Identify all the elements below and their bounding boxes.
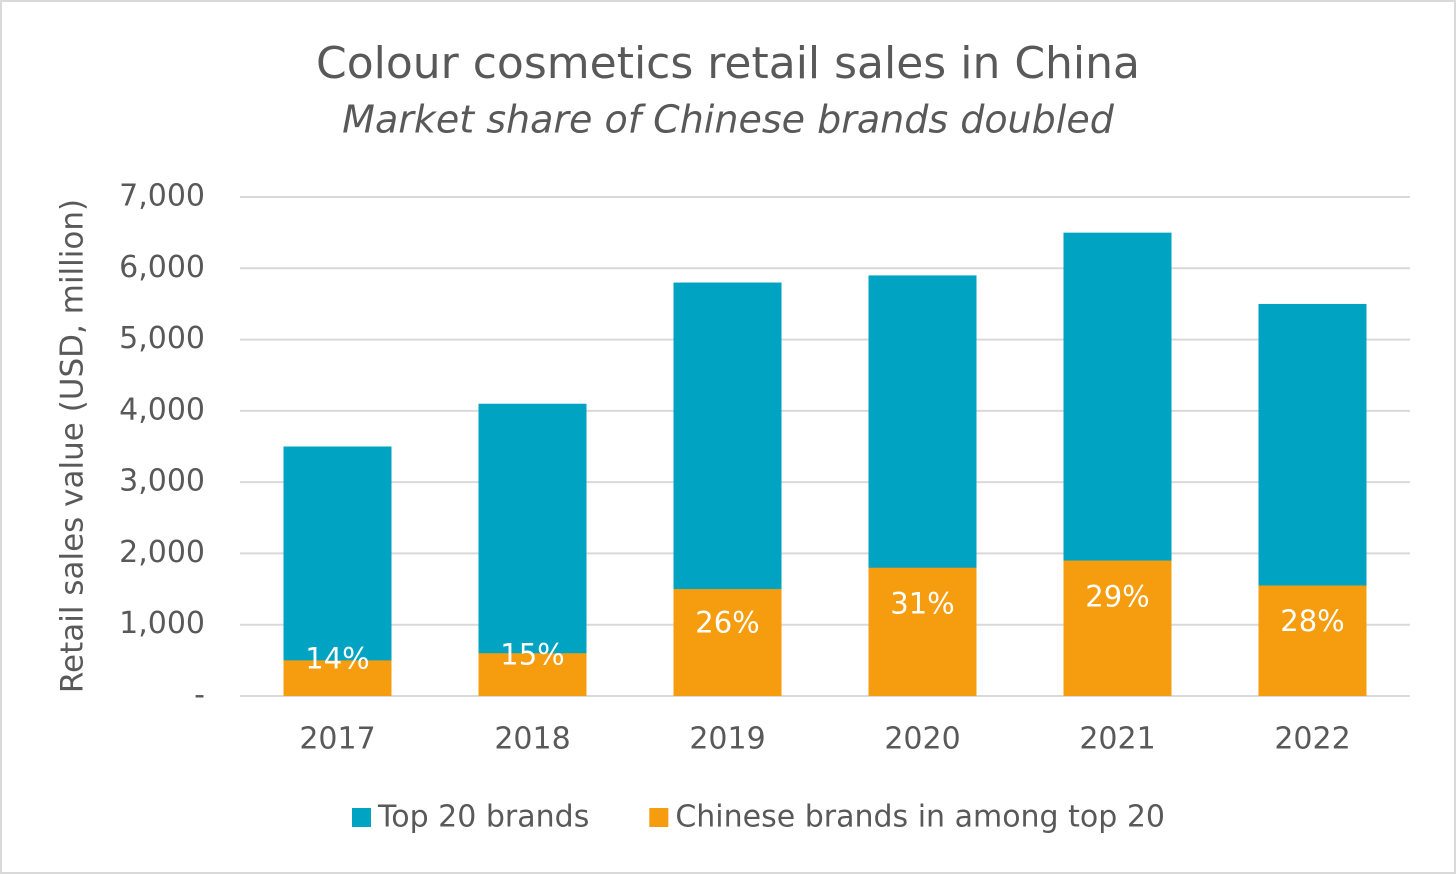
data-label: 31% [890, 587, 954, 621]
data-label: 29% [1085, 580, 1149, 614]
y-tick-label: 6,000 [119, 250, 205, 285]
chart-subtitle: Market share of Chinese brands doubled [342, 98, 1115, 142]
legend-label: Top 20 brands [377, 800, 589, 835]
bar [868, 567, 977, 696]
bar [673, 589, 782, 696]
x-tick-label: 2021 [1079, 722, 1155, 757]
y-tick-label: 7,000 [119, 179, 205, 214]
bar [478, 403, 587, 696]
legend-label: Chinese brands in among top 20 [675, 800, 1165, 835]
y-tick-label: 2,000 [119, 535, 205, 570]
chart-title: Colour cosmetics retail sales in China [316, 38, 1140, 89]
bar [283, 660, 392, 696]
data-label: 28% [1280, 604, 1344, 638]
x-tick-label: 2018 [494, 722, 570, 757]
y-axis-label: Retail sales value (USD, million) [55, 199, 91, 693]
y-tick-label: 4,000 [119, 392, 205, 427]
data-label: 26% [695, 606, 759, 640]
bar [283, 446, 392, 696]
data-label: 15% [500, 638, 564, 672]
x-tick-label: 2019 [689, 722, 765, 757]
bar [478, 653, 587, 696]
legend-swatch [352, 808, 371, 827]
y-tick-label: - [194, 678, 205, 713]
y-tick-label: 1,000 [119, 606, 205, 641]
y-tick-label: 5,000 [119, 321, 205, 356]
x-tick-label: 2017 [299, 722, 375, 757]
bar [1258, 585, 1367, 696]
x-tick-label: 2020 [884, 722, 960, 757]
legend-swatch [649, 808, 669, 827]
y-tick-label: 3,000 [119, 464, 205, 499]
x-tick-label: 2022 [1274, 722, 1350, 757]
data-label: 14% [305, 641, 369, 675]
bar [1063, 560, 1172, 696]
